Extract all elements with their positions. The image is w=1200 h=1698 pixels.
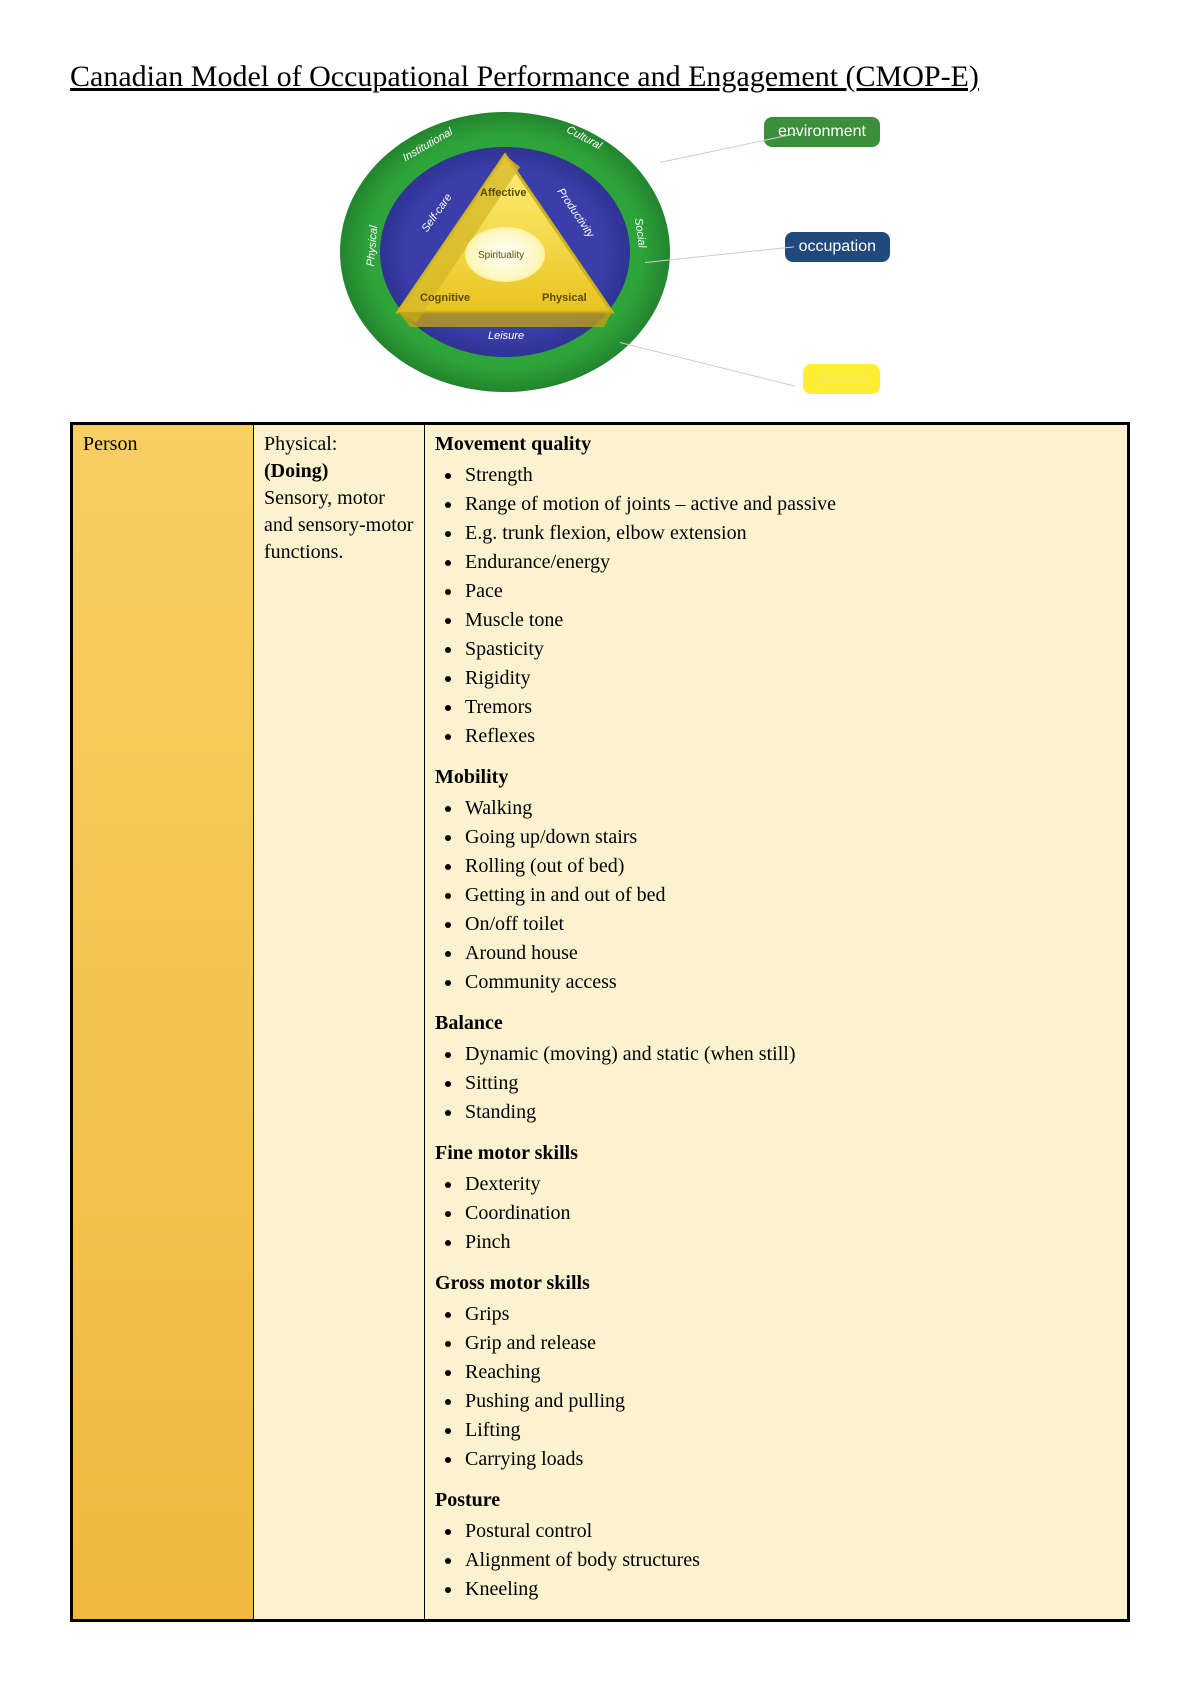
list-item: Postural control xyxy=(463,1518,1117,1547)
section-list: Dynamic (moving) and static (when still)… xyxy=(435,1041,1117,1128)
person-cell: Person xyxy=(72,424,254,1621)
detail-cell: Movement quality StrengthRange of motion … xyxy=(425,424,1129,1621)
category-line2: (Doing) xyxy=(264,460,328,482)
list-item: Going up/down stairs xyxy=(463,824,1117,853)
category-desc: Sensory, motor and sensory-motor functio… xyxy=(264,487,413,563)
list-item: Grips xyxy=(463,1301,1117,1330)
page-title: Canadian Model of Occupational Performan… xyxy=(70,60,1130,94)
list-item: Dexterity xyxy=(463,1171,1117,1200)
list-item: Reflexes xyxy=(463,723,1117,752)
label-affective: Affective xyxy=(480,187,526,199)
label-spirituality: Spirituality xyxy=(478,250,524,261)
label-leisure: Leisure xyxy=(488,330,524,342)
list-item: Alignment of body structures xyxy=(463,1547,1117,1576)
list-item: Community access xyxy=(463,969,1117,998)
list-item: Walking xyxy=(463,795,1117,824)
legend-line-per xyxy=(620,342,795,387)
legend-person: person xyxy=(803,364,880,394)
table-row: Person Physical: (Doing) Sensory, motor … xyxy=(72,424,1129,1621)
legend-line-env xyxy=(660,133,797,163)
list-item: Lifting xyxy=(463,1417,1117,1446)
list-item: Reaching xyxy=(463,1359,1117,1388)
list-item: Rolling (out of bed) xyxy=(463,853,1117,882)
section-list: GripsGrip and releaseReachingPushing and… xyxy=(435,1301,1117,1475)
section-list: Postural controlAlignment of body struct… xyxy=(435,1518,1117,1605)
legend-environment: environment xyxy=(764,117,880,147)
list-item: On/off toilet xyxy=(463,911,1117,940)
list-item: Endurance/energy xyxy=(463,549,1117,578)
list-item: Getting in and out of bed xyxy=(463,882,1117,911)
list-item: Spasticity xyxy=(463,636,1117,665)
list-item: Carrying loads xyxy=(463,1446,1117,1475)
section-heading: Gross motor skills xyxy=(435,1270,1117,1297)
list-item: Rigidity xyxy=(463,665,1117,694)
list-item: Tremors xyxy=(463,694,1117,723)
list-item: Kneeling xyxy=(463,1576,1117,1605)
category-line1: Physical: xyxy=(264,433,337,455)
section-list: StrengthRange of motion of joints – acti… xyxy=(435,462,1117,752)
section-heading: Fine motor skills xyxy=(435,1140,1117,1167)
list-item: E.g. trunk flexion, elbow extension xyxy=(463,520,1117,549)
list-item: Standing xyxy=(463,1099,1117,1128)
category-cell: Physical: (Doing) Sensory, motor and sen… xyxy=(254,424,425,1621)
list-item: Pushing and pulling xyxy=(463,1388,1117,1417)
legend-occupation: occupation xyxy=(785,232,890,262)
section-heading: Movement quality xyxy=(435,431,1117,458)
section-list: DexterityCoordinationPinch xyxy=(435,1171,1117,1258)
list-item: Dynamic (moving) and static (when still) xyxy=(463,1041,1117,1070)
section-heading: Posture xyxy=(435,1487,1117,1514)
list-item: Around house xyxy=(463,940,1117,969)
section-list: WalkingGoing up/down stairsRolling (out … xyxy=(435,795,1117,998)
section-heading: Balance xyxy=(435,1010,1117,1037)
section-heading: Mobility xyxy=(435,764,1117,791)
list-item: Pace xyxy=(463,578,1117,607)
list-item: Coordination xyxy=(463,1200,1117,1229)
label-physical: Physical xyxy=(542,292,587,304)
list-item: Grip and release xyxy=(463,1330,1117,1359)
list-item: Strength xyxy=(463,462,1117,491)
cmop-e-diagram: Affective Spirituality Cognitive Physica… xyxy=(290,112,910,402)
list-item: Range of motion of joints – active and p… xyxy=(463,491,1117,520)
cmop-table: Person Physical: (Doing) Sensory, motor … xyxy=(70,422,1130,1622)
list-item: Muscle tone xyxy=(463,607,1117,636)
list-item: Pinch xyxy=(463,1229,1117,1258)
label-cognitive: Cognitive xyxy=(420,292,470,304)
list-item: Sitting xyxy=(463,1070,1117,1099)
